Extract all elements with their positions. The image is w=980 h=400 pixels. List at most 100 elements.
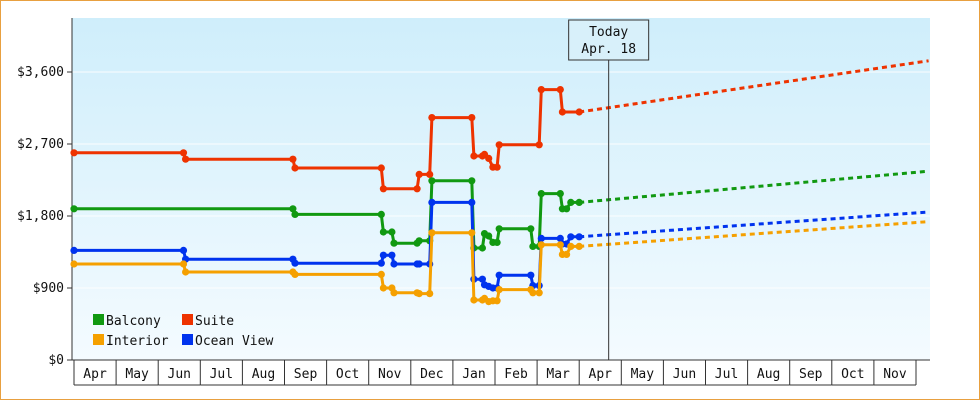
data-point — [377, 210, 385, 218]
data-point — [567, 242, 575, 250]
x-tick-label: Aug — [252, 367, 275, 382]
data-point — [493, 238, 501, 246]
data-point — [478, 244, 486, 252]
today-label: Today — [589, 25, 628, 40]
data-point — [413, 185, 421, 193]
data-point — [415, 290, 423, 298]
data-point — [468, 177, 476, 185]
data-point — [563, 250, 571, 258]
data-point — [537, 234, 545, 242]
data-point — [390, 239, 398, 247]
data-point — [70, 260, 78, 268]
data-point — [470, 296, 478, 304]
data-point — [535, 289, 543, 297]
data-point — [379, 251, 387, 259]
legend-label: Suite — [195, 314, 234, 329]
projection-line — [579, 169, 929, 204]
plot-background — [72, 18, 930, 360]
x-tick-label: Dec — [420, 367, 443, 382]
data-point — [415, 260, 423, 268]
projection-line — [579, 210, 929, 239]
legend: Balcony Suite Interior Ocean View — [93, 314, 273, 349]
x-tick-label: Apr — [83, 367, 107, 382]
data-point — [70, 149, 78, 157]
data-point — [485, 154, 493, 162]
x-tick-label: Jul — [210, 367, 233, 382]
x-tick-label: Apr — [589, 367, 613, 382]
x-tick-label: Aug — [757, 367, 780, 382]
data-point — [470, 152, 478, 160]
data-point — [495, 141, 503, 149]
data-point — [377, 270, 385, 278]
x-tick-label: Sep — [294, 367, 318, 382]
x-axis: Apr May Jun Jul Aug Sep Oct Nov Dec Jan Feb Mar Apr M… — [72, 359, 930, 386]
today-box — [568, 19, 650, 61]
data-point — [390, 289, 398, 297]
data-point — [428, 198, 436, 206]
data-point — [495, 225, 503, 233]
x-tick-label: Jan — [462, 367, 485, 382]
data-point — [291, 210, 299, 218]
x-tick-label: May — [631, 367, 655, 382]
data-point — [415, 170, 423, 178]
x-tick-label: Jul — [715, 367, 738, 382]
x-tick-label: Oct — [841, 367, 864, 382]
legend-swatch — [182, 314, 193, 325]
legend-swatch — [93, 334, 104, 345]
data-point — [537, 241, 545, 249]
data-point — [426, 170, 434, 178]
data-point — [179, 246, 188, 254]
data-point — [556, 241, 564, 249]
legend-swatch — [93, 314, 104, 325]
data-point — [379, 185, 387, 193]
today-marker: Today Apr. 18 — [568, 19, 650, 360]
data-point — [527, 225, 535, 233]
data-point — [426, 290, 434, 298]
data-point — [291, 270, 299, 278]
data-point — [428, 177, 436, 185]
x-tick-label: Sep — [799, 367, 823, 382]
data-point — [556, 234, 564, 242]
data-point — [493, 163, 501, 171]
data-point — [70, 205, 78, 213]
data-point — [182, 155, 190, 163]
data-point — [379, 284, 387, 292]
data-point — [529, 242, 537, 250]
data-point — [495, 271, 503, 279]
x-tick-label: Nov — [378, 367, 402, 382]
data-point — [70, 246, 78, 254]
today-date: Apr. 18 — [581, 42, 636, 57]
data-point — [179, 149, 188, 157]
data-point — [563, 205, 571, 213]
data-point — [567, 233, 575, 241]
data-point — [428, 229, 436, 237]
data-point — [289, 155, 297, 163]
projection-line — [579, 220, 929, 248]
data-point — [535, 141, 543, 149]
data-point — [379, 228, 387, 236]
x-tick-label: Nov — [883, 367, 907, 382]
y-tick-label: $3,600 — [17, 65, 64, 80]
x-tick-label: Oct — [336, 367, 359, 382]
data-point — [527, 271, 535, 279]
data-point — [415, 237, 423, 245]
data-point — [556, 86, 564, 94]
series-line-balcony — [74, 179, 580, 250]
data-point — [291, 259, 299, 267]
y-axis: $0 $900 $1,800 $2,700 $3,600 — [17, 18, 73, 368]
data-point — [291, 164, 299, 172]
data-point — [289, 205, 297, 213]
data-point — [529, 289, 537, 297]
data-point — [388, 251, 396, 259]
data-point — [388, 228, 396, 236]
x-tick-label: Jun — [168, 367, 191, 382]
x-tick-label: Feb — [504, 367, 528, 382]
y-tick-label: $2,700 — [17, 137, 64, 152]
data-point — [468, 114, 476, 122]
data-point — [478, 275, 486, 283]
data-point — [390, 260, 398, 268]
data-point — [567, 198, 575, 206]
y-tick-label: $1,800 — [17, 209, 64, 224]
legend-label: Interior — [106, 334, 169, 349]
